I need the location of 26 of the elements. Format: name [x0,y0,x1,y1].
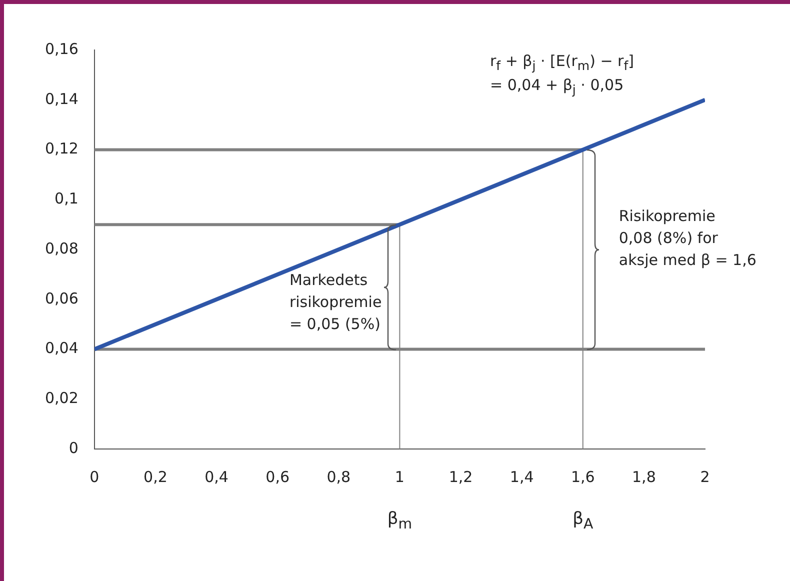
x-tick-label: 0,2 [144,468,168,486]
y-tick-label: 0 [68,438,78,457]
y-tick-label: 0,06 [44,289,78,308]
annotation: Risikopremie 0,08 (8%) for aksje med β = 1,6 [618,206,756,270]
x-tick-label: 1,8 [632,468,656,486]
y-tick-label: 0,02 [44,389,78,408]
text: β$_{m}$ [386,509,414,532]
y-tick-label: 0,12 [44,140,78,158]
annotation: Markedets risikopremie = 0,05 (5%) [289,270,382,336]
y-tick-label: 0,08 [44,239,78,258]
x-tick-label: 0,8 [326,468,351,486]
annotation: = 0,04 + β$_{j}$ · 0,05 [490,76,624,97]
text: r$_{f}$ + β$_{j}$ · [E(r$_{m}$) − r$_{f}$] [490,52,634,73]
x-tick-label: 1,6 [570,468,595,486]
x-tick-label: 1 [394,468,404,486]
y-tick-label: 0,1 [54,190,78,208]
y-tick-label: 0,14 [44,90,78,108]
x-tick-label: 1,2 [448,468,473,486]
y-tick-label: 0,16 [44,40,78,58]
x-tick-label: 1,4 [510,468,534,486]
text: β$_{A}$ [572,509,594,532]
x-tick-label: 0,4 [204,468,228,486]
y-tick-label: 0,04 [44,339,78,358]
x-tick-label: 2 [700,468,710,486]
x-tick-label: 0 [90,468,100,486]
x-tick-label: 0,6 [266,468,290,486]
